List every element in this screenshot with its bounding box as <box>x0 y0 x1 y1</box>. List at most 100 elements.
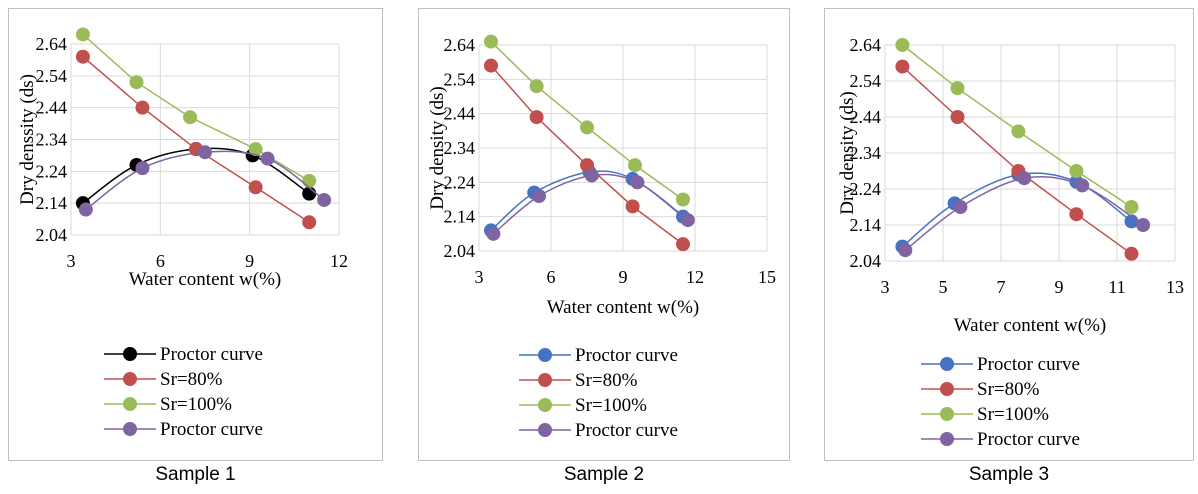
x-tick-label: 6 <box>547 267 556 287</box>
x-tick-label: 9 <box>245 251 254 271</box>
data-point <box>895 38 909 52</box>
data-point <box>681 213 695 227</box>
data-point <box>676 237 690 251</box>
legend-marker <box>538 348 552 362</box>
x-axis-label: Water content w(%) <box>129 269 282 290</box>
data-point <box>630 175 644 189</box>
y-tick-label: 2.14 <box>36 193 68 213</box>
data-point <box>302 174 316 188</box>
x-tick-label: 9 <box>619 267 628 287</box>
y-tick-label: 2.24 <box>444 172 476 192</box>
x-tick-label: 3 <box>67 251 76 271</box>
y-axis-label: Dry density (ds) <box>427 86 448 209</box>
legend-marker <box>538 423 552 437</box>
data-point <box>580 120 594 134</box>
legend-marker <box>940 382 954 396</box>
data-point <box>76 50 90 64</box>
data-point <box>76 27 90 41</box>
legend-entry: Proctor curve <box>575 420 678 441</box>
legend-marker <box>123 397 137 411</box>
y-axis-label: Dry density (ds) <box>837 91 858 214</box>
chart-panel-sample-2: 3 6 9 12 15 2.04 2.14 2.24 2.34 2.44 2.54 2.64 Water… <box>418 8 790 461</box>
y-axis-label: Dry denssity (ds) <box>17 74 38 205</box>
data-point <box>676 193 690 207</box>
x-axis-label: Water content w(%) <box>954 315 1107 336</box>
legend-entry: Sr=100% <box>977 404 1049 425</box>
legend-entry: Proctor curve <box>977 354 1080 375</box>
y-tick-label: 2.64 <box>444 35 476 55</box>
chart-panel-sample-1: 3 6 9 12 2.04 2.14 2.24 2.34 2.44 2.54 2.64 Water c… <box>8 8 383 461</box>
data-point <box>530 79 544 93</box>
x-tick-label: 5 <box>939 277 948 297</box>
data-point <box>135 161 149 175</box>
series-line <box>902 67 1131 254</box>
x-tick-label: 11 <box>1108 277 1125 297</box>
legend-marker <box>538 398 552 412</box>
x-tick-label: 15 <box>758 267 776 287</box>
data-point <box>532 189 546 203</box>
legend-entry: Proctor curve <box>160 419 263 440</box>
legend-marker <box>123 422 137 436</box>
data-point <box>953 200 967 214</box>
legend-marker <box>940 407 954 421</box>
data-point <box>898 243 912 257</box>
y-tick-label: 2.14 <box>444 207 476 227</box>
legend-entry: Sr=80% <box>977 379 1040 400</box>
chart-sample-3: 3 5 7 9 11 13 2.04 2.14 2.24 2.34 2.44 2.54 2.64 Wate… <box>825 9 1193 460</box>
x-tick-label: 9 <box>1055 277 1064 297</box>
data-point <box>628 158 642 172</box>
legend-entry: Proctor curve <box>977 429 1080 450</box>
series-line <box>491 66 683 245</box>
y-tick-label: 2.44 <box>444 104 476 124</box>
data-point <box>317 193 331 207</box>
y-tick-label: 2.04 <box>850 251 882 271</box>
data-point <box>626 199 640 213</box>
legend-entry: Sr=100% <box>160 394 232 415</box>
caption-sample-2: Sample 2 <box>418 464 790 486</box>
series-line <box>83 148 309 203</box>
x-tick-label: 7 <box>997 277 1006 297</box>
y-tick-label: 2.24 <box>36 161 68 181</box>
data-point <box>1075 178 1089 192</box>
data-point <box>951 81 965 95</box>
data-point <box>79 203 93 217</box>
data-point <box>130 75 144 89</box>
y-tick-label: 2.44 <box>36 98 68 118</box>
data-point <box>1125 200 1139 214</box>
data-point <box>1136 218 1150 232</box>
data-point <box>198 145 212 159</box>
y-tick-label: 2.54 <box>850 71 882 91</box>
caption-sample-1: Sample 1 <box>8 464 383 486</box>
data-point <box>951 110 965 124</box>
x-tick-label: 12 <box>330 251 348 271</box>
x-axis-label: Water content w(%) <box>547 297 700 318</box>
x-tick-label: 3 <box>881 277 890 297</box>
legend-marker <box>123 347 137 361</box>
legend-marker <box>940 357 954 371</box>
legend-marker <box>538 373 552 387</box>
data-point <box>183 110 197 124</box>
y-tick-label: 2.04 <box>36 225 68 245</box>
chart-sample-2: 3 6 9 12 152.042.142.242.342.442.542.64Water… <box>419 9 789 460</box>
y-tick-label: 2.04 <box>444 241 476 261</box>
data-point <box>895 60 909 74</box>
chart-sample-1: 3 6 9 12 2.04 2.14 2.24 2.34 2.44 2.54 2.64 Water c… <box>9 9 382 460</box>
data-point <box>530 110 544 124</box>
data-point <box>261 152 275 166</box>
data-point <box>1125 247 1139 261</box>
y-tick-label: 2.14 <box>850 215 882 235</box>
legend-marker <box>940 432 954 446</box>
series-line <box>493 175 687 234</box>
data-point <box>1017 171 1031 185</box>
data-point <box>135 101 149 115</box>
data-point <box>249 180 263 194</box>
legend-entry: Sr=100% <box>575 395 647 416</box>
data-point <box>302 215 316 229</box>
x-tick-label: 13 <box>1166 277 1184 297</box>
legend-entry: Proctor curve <box>575 345 678 366</box>
y-tick-label: 2.64 <box>850 35 882 55</box>
legend-marker <box>123 372 137 386</box>
legend-entry: Proctor curve <box>160 344 263 365</box>
x-tick-label: 6 <box>156 251 165 271</box>
caption-sample-3: Sample 3 <box>824 464 1194 486</box>
